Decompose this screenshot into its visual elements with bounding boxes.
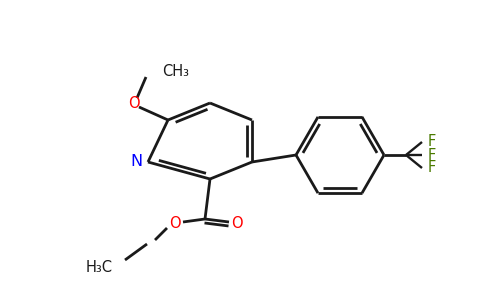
Text: O: O [169,217,181,232]
Text: H₃C: H₃C [86,260,113,274]
Text: F: F [428,148,436,163]
Text: F: F [428,134,436,149]
Text: N: N [130,154,142,169]
Text: F: F [428,160,436,175]
Text: CH₃: CH₃ [162,64,189,80]
Text: O: O [231,217,243,232]
Text: O: O [128,95,140,110]
